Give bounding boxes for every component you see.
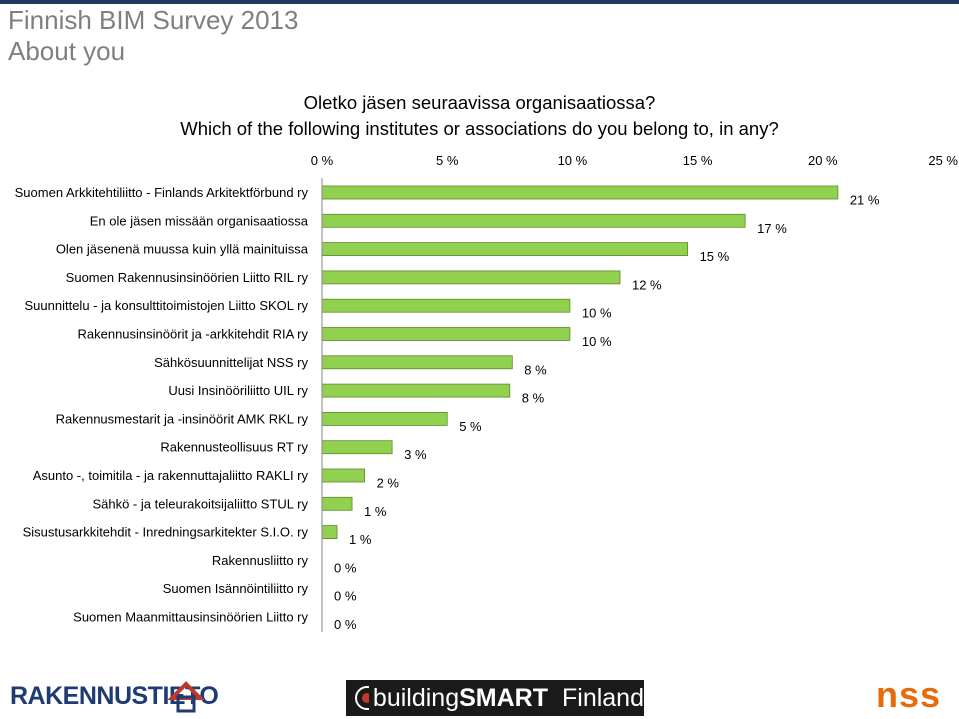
page-subtitle: About you — [8, 36, 126, 66]
x-tick-label: 15 % — [683, 153, 713, 168]
category-label: Sähkö - ja teleurakoitsijaliitto STUL ry — [92, 496, 308, 511]
house-icon — [168, 681, 204, 713]
bar — [321, 525, 338, 539]
bar — [321, 185, 839, 200]
category-label: En ole jäsen missään organisaatiossa — [90, 213, 309, 228]
category-label: Sisustusarkkitehdit - Inredningsarkitekt… — [23, 525, 309, 540]
category-label: Suunnittelu - ja konsulttitoimistojen Li… — [25, 298, 309, 313]
data-label: 0 % — [334, 589, 357, 604]
data-label: 1 % — [349, 532, 372, 547]
category-label: Sähkösuunnittelijat NSS ry — [154, 355, 308, 370]
buildingsmart-text-part2: SMART — [459, 683, 548, 712]
bar — [321, 242, 688, 257]
category-label: Rakennusteollisuus RT ry — [160, 440, 308, 455]
data-label: 8 % — [524, 362, 547, 377]
page-title: Finnish BIM Survey 2013 — [8, 5, 299, 35]
x-tick-label: 5 % — [436, 153, 459, 168]
chart-title: Oletko jäsen seuraavissa organisaatiossa… — [303, 92, 656, 113]
data-label: 21 % — [850, 193, 880, 208]
data-label: 8 % — [522, 391, 545, 406]
bar — [321, 298, 571, 313]
bar — [321, 383, 511, 398]
data-label: 5 % — [459, 419, 482, 434]
data-label: 3 % — [404, 447, 427, 462]
data-label: 1 % — [364, 504, 387, 519]
buildingsmart-finland-logo: building SMART Finland — [346, 680, 644, 716]
bar — [321, 270, 621, 285]
nss-logo-text: nss — [876, 674, 942, 715]
bar — [321, 327, 571, 341]
rakennustieto-logo: RAKENNUSTIETO — [10, 678, 219, 714]
x-tick-label: 25 % — [928, 153, 958, 168]
buildingsmart-text-part3: Finland — [562, 683, 644, 712]
data-label: 12 % — [632, 277, 662, 292]
category-label: Suomen Arkkitehtiliitto - Finlands Arkit… — [15, 185, 309, 200]
category-label: Uusi Insinööriliitto UIL ry — [168, 383, 308, 398]
header-rule — [0, 0, 959, 4]
category-label: Asunto -, toimitila - ja rakennuttajalii… — [33, 468, 309, 483]
data-label: 17 % — [757, 221, 787, 236]
category-label: Suomen Maanmittausinsinöörien Liitto ry — [73, 610, 308, 625]
data-label: 10 % — [582, 306, 612, 321]
chart-subtitle: Which of the following institutes or ass… — [180, 118, 779, 139]
data-label: 2 % — [377, 476, 400, 491]
category-label: Olen jäsenenä muussa kuin yllä mainituis… — [56, 242, 309, 257]
data-label: 0 % — [334, 617, 357, 632]
category-label: Suomen Isännöintiliitto ry — [163, 581, 309, 596]
x-tick-label: 10 % — [558, 153, 588, 168]
data-label: 15 % — [700, 249, 730, 264]
x-tick-label: 0 % — [311, 153, 334, 168]
nss-logo: nss — [876, 674, 956, 716]
x-tick-label: 20 % — [808, 153, 838, 168]
bar — [321, 440, 393, 455]
category-label: Rakennusliitto ry — [212, 553, 309, 568]
bar — [321, 468, 365, 483]
bar — [321, 213, 746, 228]
bar — [321, 355, 513, 370]
bar — [321, 496, 353, 511]
buildingsmart-text-part1: building — [372, 683, 460, 712]
category-label: Suomen Rakennusinsinöörien Liitto RIL ry — [66, 270, 309, 285]
data-label: 10 % — [582, 334, 612, 349]
category-label: Rakennusinsinöörit ja -arkkitehdit RIA r… — [78, 327, 309, 342]
data-label: 0 % — [334, 560, 357, 575]
category-label: Rakennusmestarit ja -insinöörit AMK RKL … — [56, 411, 309, 426]
bar — [321, 411, 448, 426]
buildingsmart-mark-icon — [355, 686, 369, 710]
